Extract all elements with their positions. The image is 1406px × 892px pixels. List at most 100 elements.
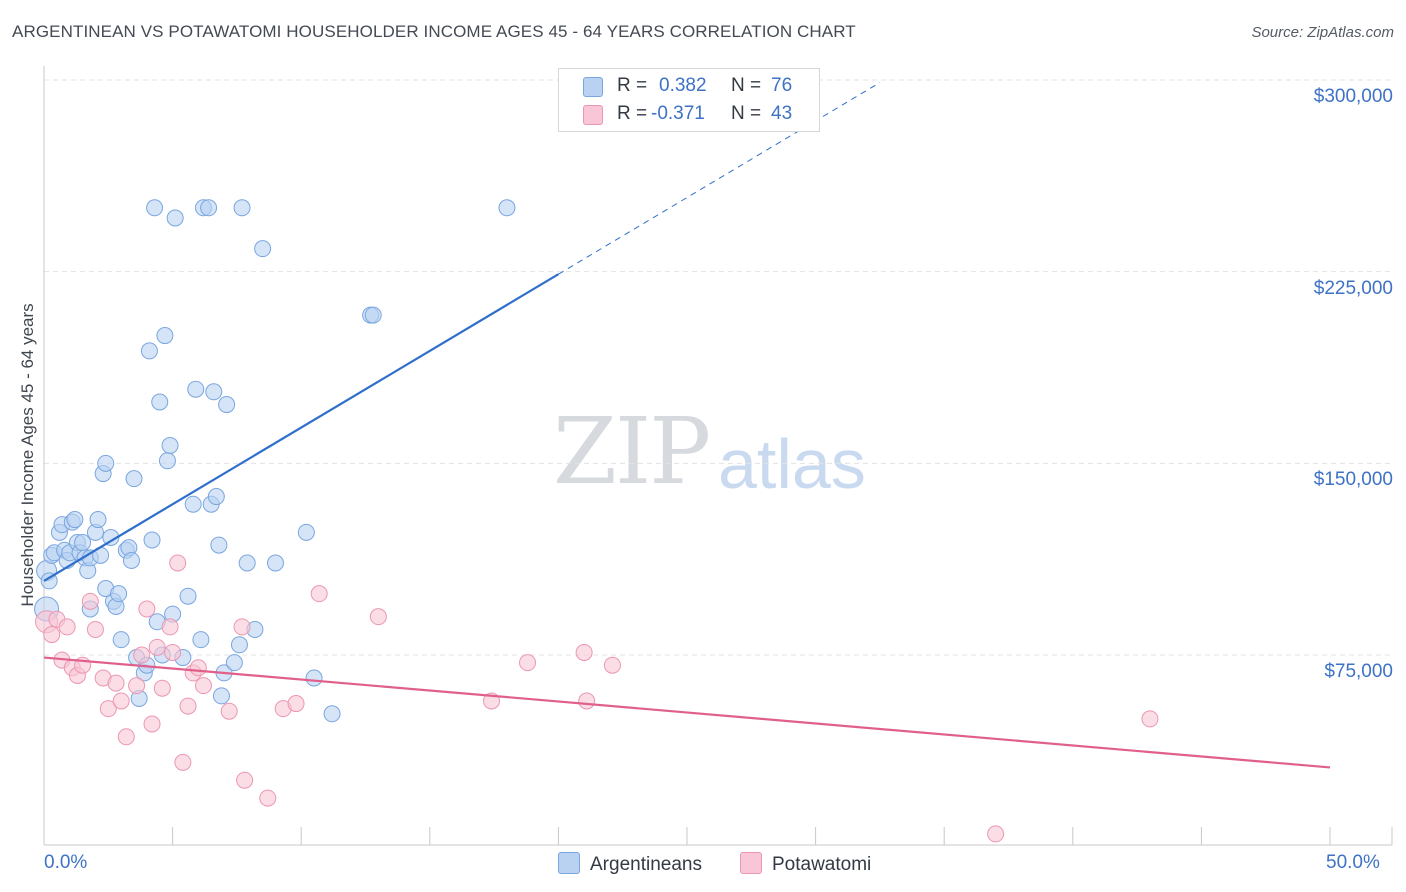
argentinean-trend-extension (558, 82, 881, 275)
argentinean-point (74, 534, 92, 552)
argentinean-point (166, 209, 184, 227)
argentinean-point (89, 511, 107, 529)
legend-n-label: N = (731, 75, 762, 96)
potawatomi-point (112, 692, 130, 710)
argentinean-point (218, 396, 236, 414)
argentinean-point (207, 488, 225, 506)
potawatomi-point (99, 700, 117, 718)
potawatomi-point (259, 789, 277, 807)
argentinean-point (230, 636, 248, 654)
stats-legend: R = 0.382 N = 76 R = -0.371 N = 43 (558, 68, 820, 132)
potawatomi-point (1141, 710, 1159, 728)
argentinean-point (110, 585, 128, 603)
bottom-legend-swatch-potawatomi (740, 852, 762, 874)
watermark-atlas: atlas (718, 425, 866, 503)
argentinean-point (40, 572, 58, 590)
argentinean-point (212, 687, 230, 705)
argentinean-point (305, 669, 323, 687)
argentinean-point (97, 454, 115, 472)
bottom-legend-argentineans: Argentineans (558, 852, 702, 876)
argentinean-point (238, 554, 256, 572)
argentinean-point (225, 654, 243, 672)
bottom-legend-swatch-argentineans (558, 852, 580, 874)
argentinean-point (143, 531, 161, 549)
potawatomi-point (174, 753, 192, 771)
watermark-zip: ZIP (553, 398, 711, 505)
potawatomi-point (138, 600, 156, 618)
potawatomi-point (148, 638, 166, 656)
argentinean-point (266, 554, 284, 572)
potawatomi-point (603, 656, 621, 674)
argentinean-point (158, 452, 176, 470)
bottom-legend-potawatomi: Potawatomi (740, 852, 871, 876)
argentinean-point (210, 536, 228, 554)
x-tick-min: 0.0% (44, 852, 88, 873)
argentinean-point (151, 393, 169, 411)
potawatomi-point (189, 659, 207, 677)
argentinean-point (125, 470, 143, 488)
potawatomi-point (128, 677, 146, 695)
potawatomi-point (164, 643, 182, 661)
potawatomi-point (236, 771, 254, 789)
potawatomi-point (43, 626, 61, 644)
argentinean-point (146, 199, 164, 217)
legend-r-value: 0.382 (659, 75, 707, 96)
legend-n-value: 76 (771, 75, 793, 96)
potawatomi-point (575, 643, 593, 661)
argentinean-point (192, 631, 210, 649)
potawatomi-point (369, 608, 387, 626)
y-tick-label: $75,000 (1324, 661, 1393, 682)
argentinean-point (323, 705, 341, 723)
argentinean-point (498, 199, 516, 217)
x-tick-max: 50.0% (1326, 852, 1380, 873)
argentinean-point (179, 587, 197, 605)
potawatomi-point (519, 654, 537, 672)
potawatomi-point (86, 620, 104, 638)
argentinean-point (187, 380, 205, 398)
potawatomi-point (987, 825, 1005, 843)
potawatomi-trend-line (43, 656, 1331, 769)
argentinean-point (200, 199, 218, 217)
potawatomi-point (143, 715, 161, 733)
legend-n-label: N = (731, 103, 762, 124)
legend-r-value: -0.371 (651, 103, 705, 124)
legend-r-label: R = (617, 103, 648, 124)
argentinean-point (140, 342, 158, 360)
argentinean-point (297, 523, 315, 541)
y-tick-label: $225,000 (1313, 277, 1393, 299)
argentinean-point (66, 511, 84, 529)
bottom-legend-label-potawatomi: Potawatomi (772, 854, 872, 875)
argentinean-point (254, 240, 272, 258)
argentinean-point (205, 383, 223, 401)
argentinean-point (112, 631, 130, 649)
source-label: Source: ZipAtlas.com (1251, 24, 1394, 41)
y-axis-label: Householder Income Ages 45 - 64 years (18, 303, 37, 607)
potawatomi-point (310, 585, 328, 603)
potawatomi-point (81, 592, 99, 610)
potawatomi-point (161, 618, 179, 636)
legend-swatch-argentineans (583, 77, 603, 97)
potawatomi-point (117, 728, 135, 746)
argentinean-point (156, 327, 174, 345)
potawatomi-point (107, 674, 125, 692)
potawatomi-point (233, 618, 251, 636)
argentinean-point (122, 551, 140, 569)
bottom-legend-label-argentineans: Argentineans (590, 854, 702, 875)
legend-swatch-potawatomi (583, 105, 603, 125)
argentinean-point (184, 495, 202, 513)
legend-n-value: 43 (771, 103, 793, 124)
argentinean-point (233, 199, 251, 217)
chart-title: ARGENTINEAN VS POTAWATOMI HOUSEHOLDER IN… (12, 22, 856, 41)
y-tick-label: $300,000 (1313, 86, 1393, 107)
potawatomi-point (220, 702, 238, 720)
potawatomi-point (133, 646, 151, 664)
potawatomi-point (153, 679, 171, 697)
potawatomi-point (194, 677, 212, 695)
potawatomi-point (169, 554, 187, 572)
argentinean-point (364, 306, 382, 324)
potawatomi-point (179, 697, 197, 715)
argentinean-trend-line (43, 273, 559, 582)
legend-r-label: R = (617, 75, 648, 96)
argentinean-point (161, 436, 179, 454)
